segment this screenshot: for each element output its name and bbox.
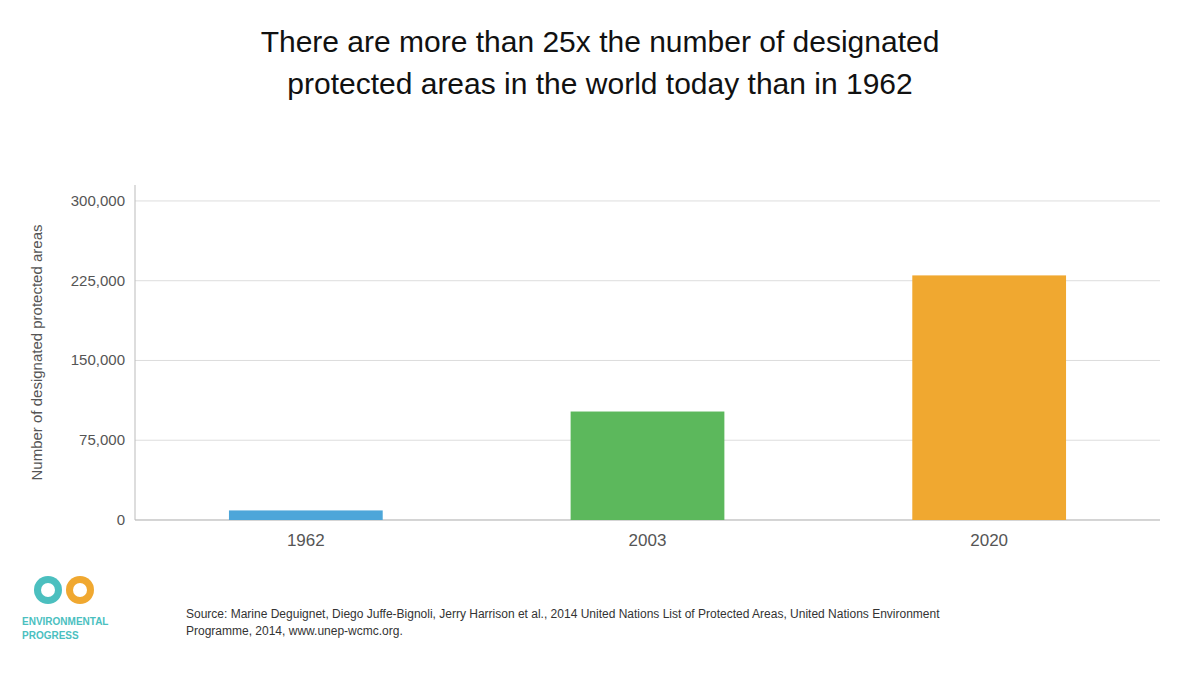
logo-shape — [73, 583, 87, 597]
grid — [135, 201, 1160, 520]
source-note: Source: Marine Deguignet, Diego Juffe-Bi… — [186, 607, 940, 638]
chart: There are more than 25x the number of de… — [0, 0, 1200, 675]
bars — [229, 275, 1066, 520]
y-axis-line — [135, 185, 136, 520]
x-tick-label: 2020 — [970, 531, 1008, 550]
logo-shape — [34, 576, 62, 604]
bar — [229, 510, 383, 520]
bar — [571, 412, 725, 520]
bar — [912, 275, 1066, 520]
y-tick-label: 0 — [117, 511, 125, 528]
logo-shape — [66, 576, 94, 604]
title: There are more than 25x the number of de… — [261, 25, 940, 100]
y-tick-label: 300,000 — [71, 192, 125, 209]
logo-text: ENVIRONMENTAL — [22, 616, 108, 627]
grid-line — [135, 200, 1160, 201]
y-tick-label: 225,000 — [71, 272, 125, 289]
x-tick-label: 2003 — [629, 531, 667, 550]
x-tick-label: 1962 — [287, 531, 325, 550]
background — [0, 0, 1200, 675]
y-tick-label: 150,000 — [71, 351, 125, 368]
y-tick-label: 75,000 — [79, 431, 125, 448]
logo-shape — [41, 583, 55, 597]
logo-text: PROGRESS — [22, 630, 79, 641]
y-axis-label: Number of designated protected areas — [28, 225, 45, 481]
logo: ENVIRONMENTAL PROGRESS — [22, 576, 108, 641]
